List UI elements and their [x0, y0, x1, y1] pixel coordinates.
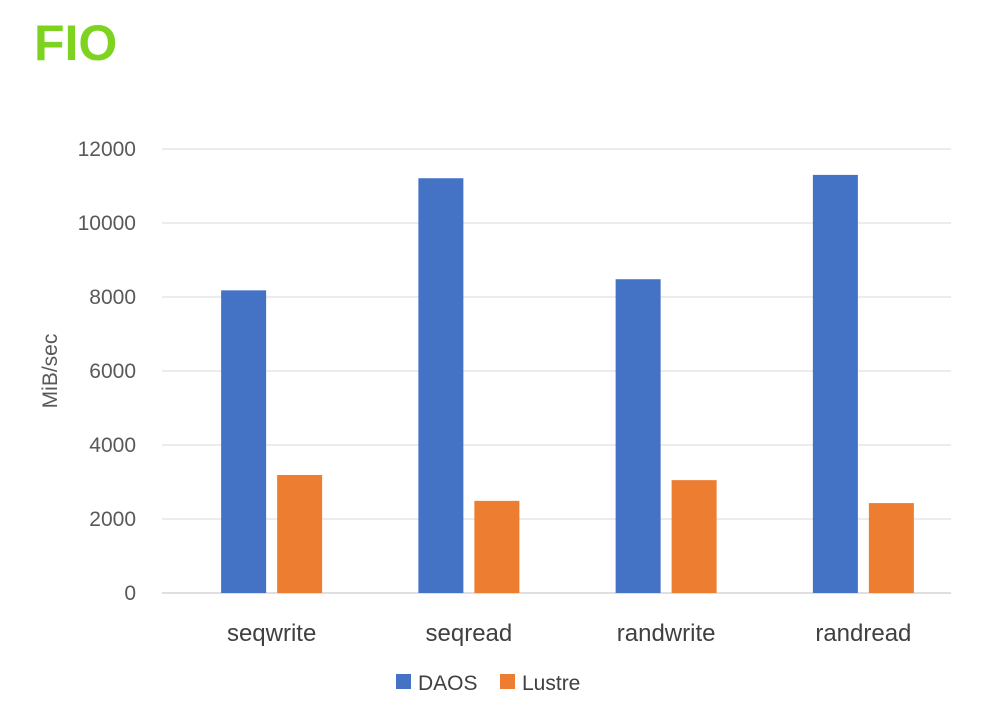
y-tick-label: 6000 [89, 360, 136, 383]
y-tick-label: 2000 [89, 508, 136, 531]
x-tick-label: randwrite [617, 620, 716, 647]
y-tick-label: 12000 [78, 138, 136, 161]
slide-title: FIO [34, 15, 118, 71]
bar-daos-randwrite [615, 279, 661, 593]
bar-lustre-randwrite [671, 480, 717, 593]
bar-lustre-seqread [474, 500, 520, 593]
x-tick-labels: seqwrite seqread randwrite randread [227, 620, 911, 647]
y-axis-title: MiB/sec [39, 334, 62, 409]
bar-daos-seqread [418, 178, 464, 594]
bar-lustre-seqwrite [277, 474, 323, 593]
legend-label-daos: DAOS [418, 672, 478, 695]
x-tick-label: randread [815, 620, 911, 647]
legend-swatch-daos [396, 674, 411, 689]
legend: DAOS Lustre [396, 672, 580, 695]
legend-swatch-lustre [500, 674, 515, 689]
bar-lustre-randread [868, 503, 914, 593]
bar-daos-seqwrite [221, 290, 267, 593]
bar-daos-randread [812, 174, 858, 593]
y-tick-labels: 0 2000 4000 6000 8000 10000 12000 [78, 138, 136, 605]
y-tick-label: 10000 [78, 212, 136, 235]
bars [221, 174, 914, 594]
x-tick-label: seqread [426, 620, 513, 647]
x-tick-label: seqwrite [227, 620, 316, 647]
y-tick-label: 0 [124, 582, 136, 605]
legend-label-lustre: Lustre [522, 672, 580, 695]
y-tick-label: 4000 [89, 434, 136, 457]
y-tick-label: 8000 [89, 286, 136, 309]
